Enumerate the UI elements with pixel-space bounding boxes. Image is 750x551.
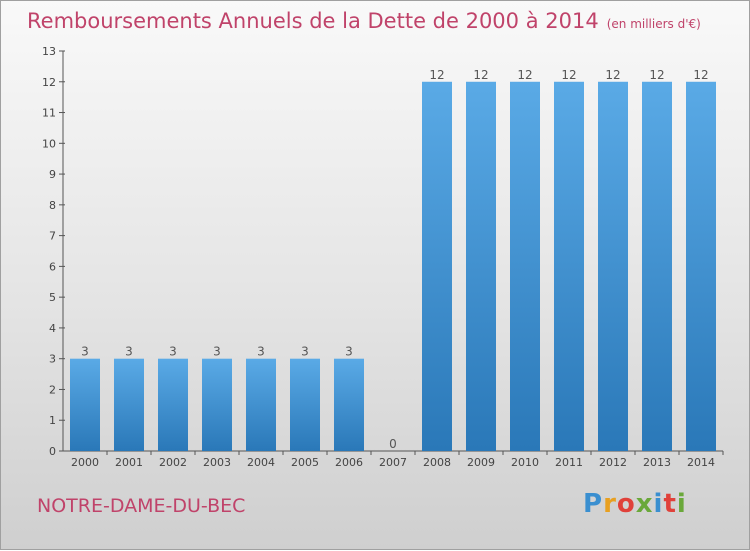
x-tick-label: 2011 — [555, 456, 583, 469]
data-label: 12 — [693, 68, 708, 82]
y-tick-label: 11 — [42, 107, 56, 120]
y-tick-label: 4 — [49, 322, 56, 335]
x-tick-label: 2008 — [423, 456, 451, 469]
data-label: 12 — [561, 68, 576, 82]
x-tick-label: 2012 — [599, 456, 627, 469]
logo-letter: o — [616, 489, 636, 519]
bar — [510, 81, 540, 452]
y-tick-label: 10 — [42, 137, 56, 150]
y-tick-label: 8 — [49, 199, 56, 212]
data-label: 3 — [125, 345, 133, 359]
y-tick-label: 5 — [49, 291, 56, 304]
data-label: 12 — [517, 68, 532, 82]
bar — [334, 358, 364, 451]
x-tick-label: 2010 — [511, 456, 539, 469]
data-label: 3 — [257, 345, 265, 359]
chart-title-text: Remboursements Annuels de la Dette de 20… — [27, 9, 599, 33]
y-tick-label: 1 — [49, 414, 56, 427]
bar — [422, 81, 452, 452]
bar — [642, 81, 672, 452]
x-tick-label: 2000 — [71, 456, 99, 469]
bar — [290, 358, 320, 451]
data-label: 3 — [301, 345, 309, 359]
bar — [158, 358, 188, 451]
y-tick-label: 7 — [49, 230, 56, 243]
data-label: 3 — [169, 345, 177, 359]
x-tick-label: 2007 — [379, 456, 407, 469]
x-tick-label: 2009 — [467, 456, 495, 469]
y-tick-label: 12 — [42, 76, 56, 89]
x-tick-label: 2013 — [643, 456, 671, 469]
bar — [114, 358, 144, 451]
logo-letter: t — [663, 489, 677, 519]
logo-letter: x — [635, 489, 654, 519]
bar — [202, 358, 232, 451]
x-tick-label: 2003 — [203, 456, 231, 469]
bar — [598, 81, 628, 452]
chart-bars — [70, 81, 716, 452]
data-label: 3 — [81, 345, 89, 359]
chart-title: Remboursements Annuels de la Dette de 20… — [27, 9, 701, 33]
chart-unit: (en milliers d'€) — [606, 17, 701, 31]
data-label: 0 — [389, 437, 397, 451]
y-tick-label: 3 — [49, 353, 56, 366]
logo-letter: P — [583, 489, 604, 519]
x-tick-label: 2014 — [687, 456, 715, 469]
bar — [686, 81, 716, 452]
x-tick-label: 2001 — [115, 456, 143, 469]
data-label: 3 — [345, 345, 353, 359]
x-tick-label: 2005 — [291, 456, 319, 469]
commune-name: NOTRE-DAME-DU-BEC — [37, 495, 246, 517]
y-tick-label: 9 — [49, 168, 56, 181]
y-tick-label: 2 — [49, 383, 56, 396]
bar — [554, 81, 584, 452]
x-tick-label: 2002 — [159, 456, 187, 469]
proxiti-logo: Proxiti — [583, 489, 687, 519]
x-tick-label: 2006 — [335, 456, 363, 469]
data-label: 12 — [429, 68, 444, 82]
data-label: 12 — [649, 68, 664, 82]
y-tick-label: 6 — [49, 260, 56, 273]
bar — [466, 81, 496, 452]
y-tick-label: 0 — [49, 445, 56, 458]
chart-data-labels: 3 3 3 3 3 3 3 0 12 12 12 12 12 12 12 — [81, 68, 708, 451]
y-tick-label: 13 — [42, 45, 56, 58]
x-tick-label: 2004 — [247, 456, 275, 469]
bar — [70, 358, 100, 451]
data-label: 12 — [473, 68, 488, 82]
logo-letter: r — [603, 489, 617, 519]
data-label: 12 — [605, 68, 620, 82]
data-label: 3 — [213, 345, 221, 359]
logo-letter: i — [653, 489, 664, 519]
bar — [246, 358, 276, 451]
logo-letter: i — [676, 489, 687, 519]
